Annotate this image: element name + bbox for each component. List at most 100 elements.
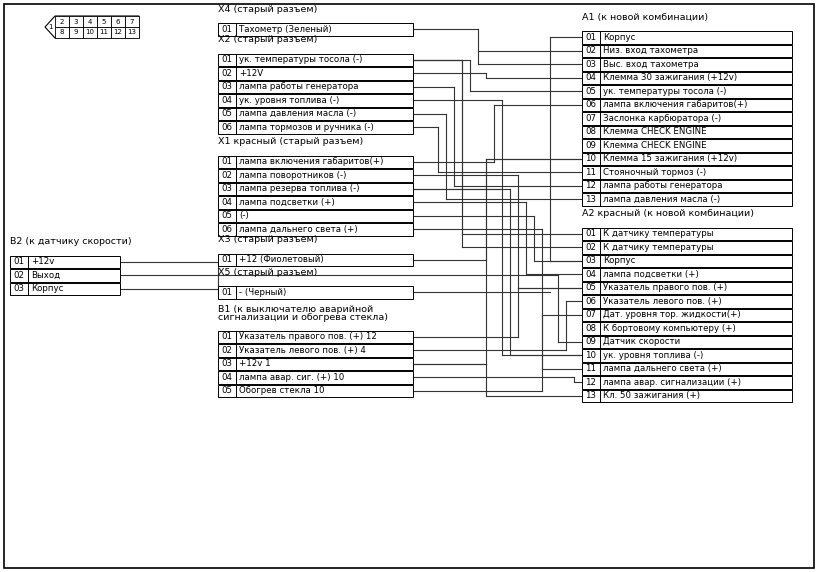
Text: 05: 05 xyxy=(586,283,596,292)
Bar xyxy=(97,16,111,27)
Text: лампа включения габаритов(+): лампа включения габаритов(+) xyxy=(239,157,384,166)
Bar xyxy=(582,58,792,70)
Text: 01: 01 xyxy=(222,55,232,64)
Text: 04: 04 xyxy=(222,96,232,105)
Text: В2 (к датчику скорости): В2 (к датчику скорости) xyxy=(10,237,132,247)
Text: X4 (старый разъем): X4 (старый разъем) xyxy=(218,5,317,14)
Bar xyxy=(582,85,792,97)
Text: 12: 12 xyxy=(586,181,596,190)
Text: 01: 01 xyxy=(222,255,232,264)
Text: 13: 13 xyxy=(586,194,596,204)
Text: Стояночный тормоз (-): Стояночный тормоз (-) xyxy=(603,168,706,177)
Text: 01: 01 xyxy=(14,257,25,266)
Text: 2: 2 xyxy=(60,18,64,25)
Bar xyxy=(218,169,413,181)
Bar xyxy=(582,153,792,165)
Text: 4: 4 xyxy=(88,18,92,25)
Text: 09: 09 xyxy=(586,337,596,346)
Bar xyxy=(218,286,413,299)
Text: Датчик скорости: Датчик скорости xyxy=(603,337,681,346)
Text: 07: 07 xyxy=(586,114,596,123)
Bar xyxy=(218,371,413,383)
Text: +12v 1: +12v 1 xyxy=(239,359,271,368)
Text: 03: 03 xyxy=(222,184,232,193)
Text: 13: 13 xyxy=(586,391,596,400)
Bar xyxy=(10,256,120,268)
Bar xyxy=(582,31,792,43)
Text: 10: 10 xyxy=(586,154,596,163)
Bar xyxy=(69,27,83,38)
Text: лампа резерва топлива (-): лампа резерва топлива (-) xyxy=(239,184,359,193)
Text: лампа авар. сиг. (+) 10: лампа авар. сиг. (+) 10 xyxy=(239,373,344,382)
Bar xyxy=(582,241,792,253)
Text: X1 красный (старый разъем): X1 красный (старый разъем) xyxy=(218,137,363,146)
Bar xyxy=(582,228,792,240)
Text: К бортовому компьютеру (+): К бортовому компьютеру (+) xyxy=(603,324,735,333)
Text: Низ. вход тахометра: Низ. вход тахометра xyxy=(603,46,698,55)
Text: 01: 01 xyxy=(222,25,232,34)
Text: 08: 08 xyxy=(586,324,596,333)
Text: 04: 04 xyxy=(586,73,596,82)
Text: 02: 02 xyxy=(222,69,232,78)
Text: 13: 13 xyxy=(128,30,137,35)
Text: 01: 01 xyxy=(222,288,232,297)
Text: Указатель левого пов. (+) 4: Указатель левого пов. (+) 4 xyxy=(239,345,366,355)
Bar xyxy=(582,363,792,375)
Text: 1: 1 xyxy=(47,24,52,30)
Text: лампа подсветки (+): лампа подсветки (+) xyxy=(239,198,335,206)
Text: К датчику температуры: К датчику температуры xyxy=(603,229,713,239)
Polygon shape xyxy=(45,16,139,38)
Text: 12: 12 xyxy=(114,30,123,35)
Text: Заслонка карбюратора (-): Заслонка карбюратора (-) xyxy=(603,114,721,123)
Bar xyxy=(218,81,413,93)
Text: ук. температуры тосола (-): ук. температуры тосола (-) xyxy=(239,55,362,64)
Bar xyxy=(582,336,792,348)
Bar xyxy=(218,54,413,66)
Bar xyxy=(10,283,120,295)
Text: лампа авар. сигнализации (+): лампа авар. сигнализации (+) xyxy=(603,378,741,387)
Bar xyxy=(55,27,69,38)
Text: 09: 09 xyxy=(586,141,596,150)
Bar xyxy=(218,67,413,80)
Bar xyxy=(69,16,83,27)
Text: 07: 07 xyxy=(586,310,596,319)
Text: 05: 05 xyxy=(222,109,232,118)
Text: Выс. вход тахометра: Выс. вход тахометра xyxy=(603,59,699,69)
Text: Указатель правого пов. (+): Указатель правого пов. (+) xyxy=(603,283,727,292)
Bar xyxy=(218,196,413,209)
Text: 10: 10 xyxy=(86,30,95,35)
Bar xyxy=(97,27,111,38)
Bar xyxy=(582,322,792,335)
Text: лампа давления масла (-): лампа давления масла (-) xyxy=(239,109,356,118)
Text: 03: 03 xyxy=(222,82,232,92)
Text: 03: 03 xyxy=(586,256,596,265)
Bar xyxy=(83,27,97,38)
Text: 06: 06 xyxy=(586,297,596,306)
Text: Обогрев стекла 10: Обогрев стекла 10 xyxy=(239,386,325,395)
Text: ук. уровня топлива (-): ук. уровня топлива (-) xyxy=(239,96,339,105)
Text: К датчику температуры: К датчику температуры xyxy=(603,243,713,252)
Text: В1 (к выключателю аварийной: В1 (к выключателю аварийной xyxy=(218,304,373,313)
Text: 02: 02 xyxy=(14,271,25,280)
Text: +12V: +12V xyxy=(239,69,263,78)
Bar xyxy=(582,166,792,178)
Bar xyxy=(582,180,792,192)
Bar xyxy=(111,27,125,38)
Bar xyxy=(218,223,413,236)
Text: 01: 01 xyxy=(222,157,232,166)
Bar xyxy=(582,308,792,321)
Text: 03: 03 xyxy=(14,284,25,293)
Bar xyxy=(218,209,413,222)
Text: 04: 04 xyxy=(222,373,232,382)
Text: 12: 12 xyxy=(586,378,596,387)
Text: 02: 02 xyxy=(222,171,232,180)
Bar xyxy=(582,72,792,84)
Text: 9: 9 xyxy=(74,30,79,35)
Text: X3 (старый разъем): X3 (старый разъем) xyxy=(218,236,317,244)
Text: Выход: Выход xyxy=(31,271,61,280)
Text: 02: 02 xyxy=(586,46,596,55)
Text: 11: 11 xyxy=(586,168,596,177)
Text: 05: 05 xyxy=(222,386,232,395)
Text: 11: 11 xyxy=(586,364,596,374)
Text: А1 (к новой комбинации): А1 (к новой комбинации) xyxy=(582,13,708,22)
